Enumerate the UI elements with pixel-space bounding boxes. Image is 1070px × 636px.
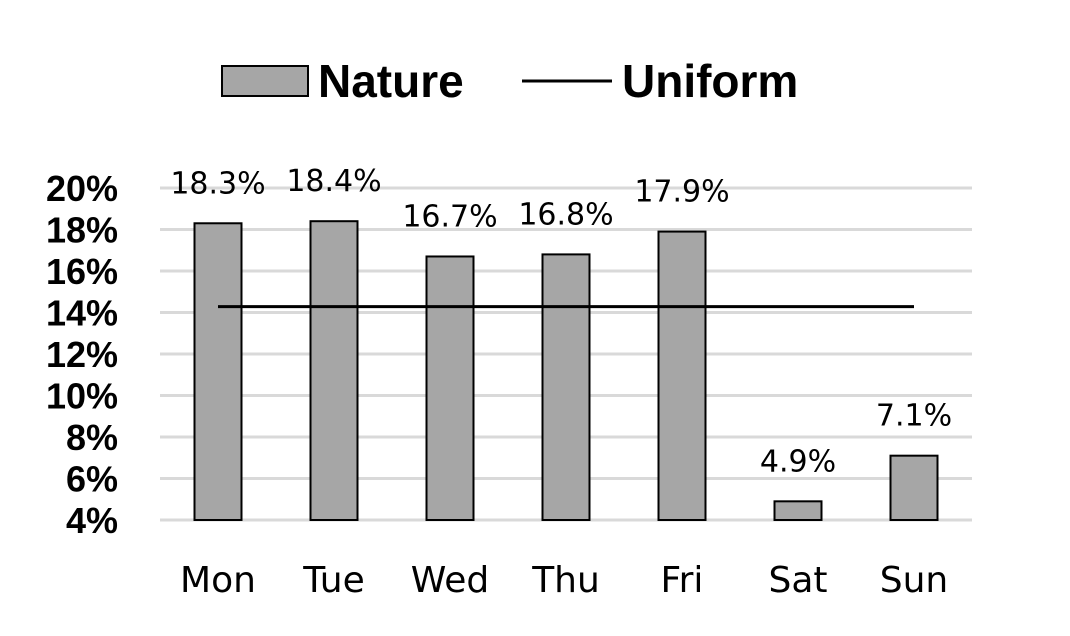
legend: Nature Uniform — [221, 55, 798, 107]
y-axis: 4%6%8%10%12%14%16%18%20% — [46, 168, 118, 541]
y-tick-label: 16% — [46, 251, 118, 292]
x-tick-label: Sun — [880, 560, 948, 601]
x-tick-label: Wed — [411, 560, 490, 601]
bar-sat — [773, 500, 823, 522]
y-tick-label: 18% — [46, 210, 118, 251]
bar-tue — [309, 220, 359, 521]
y-tick-label: 4% — [66, 500, 118, 541]
bars — [193, 220, 939, 522]
y-tick-label: 12% — [46, 334, 118, 375]
y-tick-label: 14% — [46, 293, 118, 334]
x-tick-label: Fri — [661, 560, 704, 601]
bar-wed — [425, 255, 475, 521]
legend-swatch-nature — [221, 65, 309, 97]
data-label: 16.7% — [402, 199, 497, 234]
bar-mon — [193, 222, 243, 521]
data-label: 7.1% — [876, 399, 952, 434]
bar-fri — [657, 230, 707, 521]
data-label: 17.9% — [634, 175, 729, 210]
data-label: 16.8% — [518, 197, 613, 232]
bar-thu — [541, 253, 591, 521]
y-tick-label: 10% — [46, 376, 118, 417]
x-tick-label: Thu — [531, 560, 600, 601]
x-axis: Mon Tue Wed Thu Fri Sat Sun — [180, 560, 948, 601]
y-tick-label: 6% — [66, 459, 118, 500]
data-label: 18.4% — [286, 164, 381, 199]
y-tick-label: 8% — [66, 417, 118, 458]
bar-sun — [889, 454, 939, 521]
data-label: 18.3% — [170, 166, 265, 201]
legend-label-nature: Nature — [318, 55, 464, 107]
data-label: 4.9% — [760, 444, 836, 479]
x-tick-label: Mon — [180, 560, 256, 601]
x-tick-label: Tue — [302, 560, 365, 601]
y-tick-label: 20% — [46, 168, 118, 209]
x-tick-label: Sat — [768, 560, 827, 601]
data-labels: 18.3% 18.4% 16.7% 16.8% 17.9% 4.9% 7.1% — [170, 164, 952, 479]
legend-label-uniform: Uniform — [622, 55, 798, 107]
